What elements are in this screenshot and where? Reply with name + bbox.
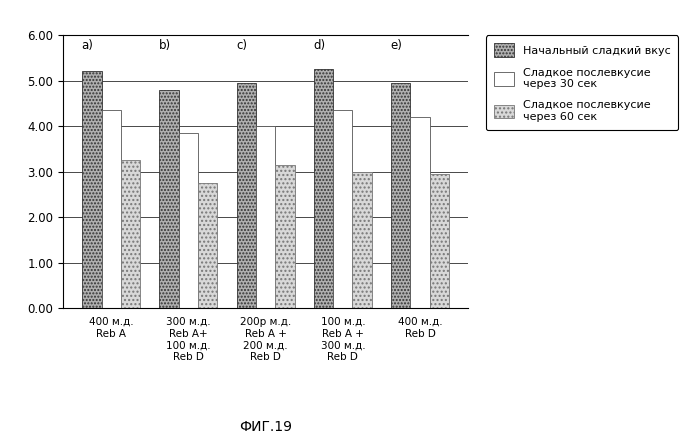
Bar <box>159 90 179 308</box>
Bar <box>237 83 256 308</box>
Bar <box>275 165 294 308</box>
Legend: Начальный сладкий вкус, Сладкое послевкусие
через 30 сек, Сладкое послевкусие
че: Начальный сладкий вкус, Сладкое послевку… <box>486 35 678 130</box>
Bar <box>179 133 198 308</box>
Bar <box>101 110 121 308</box>
Bar <box>314 69 333 308</box>
Text: a): a) <box>82 39 94 52</box>
Bar <box>121 160 140 308</box>
Text: d): d) <box>313 39 325 52</box>
Text: e): e) <box>391 39 403 52</box>
Bar <box>352 172 372 308</box>
Bar <box>82 71 101 308</box>
Text: b): b) <box>159 39 171 52</box>
Bar <box>391 83 410 308</box>
Bar <box>410 117 430 308</box>
Text: ФИГ.19: ФИГ.19 <box>239 420 292 434</box>
Bar <box>256 126 275 308</box>
Text: c): c) <box>236 39 247 52</box>
Bar <box>430 174 449 308</box>
Bar <box>198 183 217 308</box>
Bar <box>333 110 352 308</box>
